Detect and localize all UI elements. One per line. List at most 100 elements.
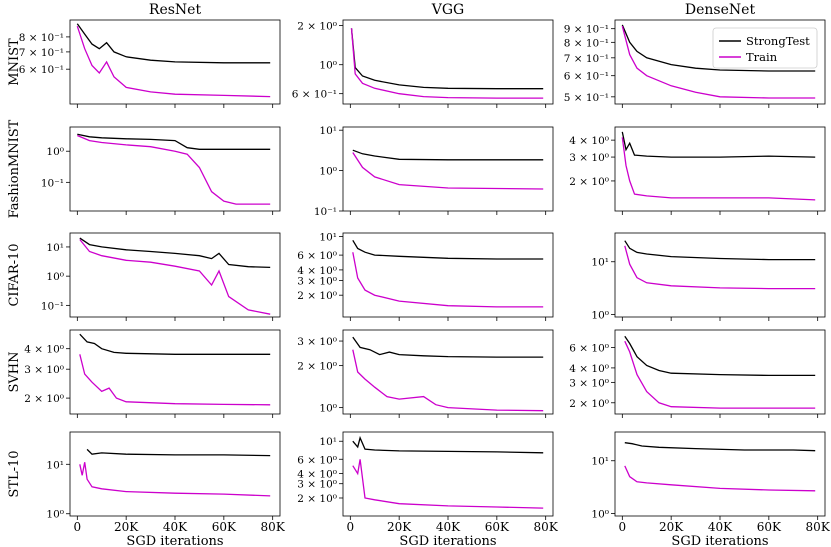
y-tick-label: 4 × 10⁰ (569, 135, 609, 147)
panel-mnist-resnet: 6 × 10⁻¹ 7 × 10⁻¹ 8 × 10⁻¹ (19, 19, 281, 108)
y-tick-label: 10⁻¹ (314, 206, 337, 218)
y-tick-label: 2 × 10⁰ (297, 290, 337, 302)
x-tick-label: 80K (806, 520, 831, 534)
y-tick-label: 2 × 10⁰ (24, 393, 64, 405)
axes-frame (342, 329, 554, 415)
y-tick-label: 4 × 10⁰ (297, 469, 337, 481)
y-tick-label: 3 × 10⁰ (297, 479, 337, 491)
series-strongtest-line (352, 149, 544, 161)
y-tick-label: 10¹ (319, 231, 337, 243)
axes-frame (614, 329, 826, 415)
series-train-line (621, 25, 816, 99)
y-tick-label: 10⁰ (319, 166, 337, 178)
x-tick-label: 40K (163, 520, 188, 534)
x-axis-label: SGD iterations (126, 534, 223, 547)
axes-frame (69, 431, 281, 517)
y-tick-label: 10⁰ (591, 509, 609, 521)
series-train-line (624, 340, 816, 409)
y-tick-label: 3 × 10⁰ (569, 377, 609, 389)
y-tick-label: 4 × 10⁰ (297, 265, 337, 277)
panel-mnist-vgg: 6 × 10⁻¹ 10⁰ 2 × 10⁰ (292, 19, 554, 108)
axes-frame (69, 126, 281, 212)
y-tick-label: 3 × 10⁰ (24, 364, 64, 376)
row-title-mnist: MNIST (7, 38, 22, 86)
y-tick-label: 10⁻¹ (41, 300, 64, 312)
x-tick-label: 0 (74, 520, 82, 534)
y-tick-label: 4 × 10⁰ (24, 344, 64, 356)
series-strongtest-line (77, 133, 271, 150)
y-tick-label: 10⁰ (319, 403, 337, 415)
row-title-fashionmnist: FashionMNIST (7, 119, 22, 218)
y-tick-label: 3 × 10⁰ (569, 152, 609, 164)
y-tick-label: 6 × 10⁻¹ (292, 89, 337, 101)
series-train-line (352, 152, 544, 190)
y-tick-label: 9 × 10⁻¹ (564, 24, 609, 36)
panel-fashionmnist-densenet: 2 × 10⁰ 3 × 10⁰ 4 × 10⁰ (569, 126, 826, 215)
series-strongtest-line (79, 237, 271, 269)
y-tick-label: 6 × 10⁰ (569, 343, 609, 355)
series-strongtest-line (86, 448, 271, 457)
axes-frame (614, 232, 826, 318)
series-strongtest-line (352, 435, 544, 454)
panel-mnist-densenet: 5 × 10⁻¹ 6 × 10⁻¹ 7 × 10⁻¹ 8 × 10⁻¹9 × 10⁻¹ (564, 19, 826, 108)
panels: 6 × 10⁻¹ 7 × 10⁻¹ 8 × 10⁻¹ 6 × 10⁻¹ 10⁰ 2 × 1… (19, 19, 831, 547)
row-title-stl-10: STL-10 (7, 450, 22, 497)
series-strongtest-line (624, 442, 816, 452)
x-tick-label: 0 (619, 520, 627, 534)
x-tick-label: 20K (387, 520, 412, 534)
y-tick-label: 2 × 10⁰ (297, 20, 337, 32)
axes-frame (342, 19, 554, 105)
x-axis-label: SGD iterations (671, 534, 768, 547)
series-train-line (352, 349, 544, 412)
legend-box (712, 27, 818, 69)
series-strongtest-line (352, 239, 544, 260)
column-title-densenet: DenseNet (685, 2, 756, 18)
axes-frame (342, 431, 554, 517)
panel-cifar-10-resnet: 10⁻¹ 10⁰ 10¹ (41, 232, 281, 321)
series-strongtest-line (79, 333, 271, 355)
panel-svhn-resnet: 2 × 10⁰ 3 × 10⁰ 4 × 10⁰ (24, 329, 281, 418)
y-tick-label: 7 × 10⁻¹ (19, 47, 64, 59)
y-tick-label: 10⁰ (46, 146, 64, 158)
x-tick-label: 20K (659, 520, 684, 534)
series-train-line (79, 354, 271, 406)
y-tick-label: 6 × 10⁻¹ (564, 71, 609, 83)
y-tick-label: 6 × 10⁰ (297, 250, 337, 262)
column-title-vgg: VGG (431, 2, 464, 18)
y-tick-label: 10¹ (591, 456, 609, 468)
panel-stl-10-resnet: 10⁰ 10¹ 0 20K 40K 60K 80K SGD iterations (46, 431, 286, 547)
y-tick-label: 2 × 10⁰ (297, 493, 337, 505)
y-tick-label: 2 × 10⁰ (569, 176, 609, 188)
series-train-line (76, 25, 271, 98)
y-tick-label: 8 × 10⁻¹ (564, 37, 609, 49)
x-tick-label: 40K (708, 520, 733, 534)
y-tick-label: 2 × 10⁰ (297, 361, 337, 373)
x-tick-label: 60K (485, 520, 510, 534)
legend: StrongTest Train (712, 27, 818, 69)
series-strongtest-line (350, 28, 544, 90)
series-strongtest-line (621, 131, 816, 158)
panel-svhn-vgg: 10⁰ 2 × 10⁰ 3 × 10⁰ (297, 329, 554, 418)
series-train-line (624, 245, 816, 290)
panel-cifar-10-densenet: 10⁰ 10¹ (591, 232, 826, 322)
panel-fashionmnist-resnet: 10⁻¹ 10⁰ (41, 126, 281, 215)
y-tick-label: 3 × 10⁰ (297, 336, 337, 348)
panel-fashionmnist-vgg: 10⁻¹ 10⁰ 10¹ (314, 125, 554, 218)
y-tick-label: 10⁰ (46, 271, 64, 283)
series-train-line (350, 28, 544, 99)
column-titles: ResNet VGG DenseNet (149, 2, 756, 18)
series-train-line (621, 137, 816, 201)
y-tick-label: 2 × 10⁰ (569, 398, 609, 410)
y-tick-label: 10⁰ (591, 310, 609, 322)
y-tick-label: 10¹ (591, 257, 609, 269)
legend-label-strongtest: StrongTest (746, 34, 810, 48)
row-titles: MNIST FashionMNIST CIFAR-10 SVHN STL-10 (7, 38, 22, 498)
x-axis-label: SGD iterations (399, 534, 496, 547)
y-tick-label: 10⁻¹ (41, 177, 64, 189)
x-tick-label: 0 (347, 520, 355, 534)
legend-label-train: Train (746, 50, 778, 64)
panel-stl-10-densenet: 10⁰ 10¹ 0 20K 40K 60K 80K SGD iterations (591, 431, 831, 547)
